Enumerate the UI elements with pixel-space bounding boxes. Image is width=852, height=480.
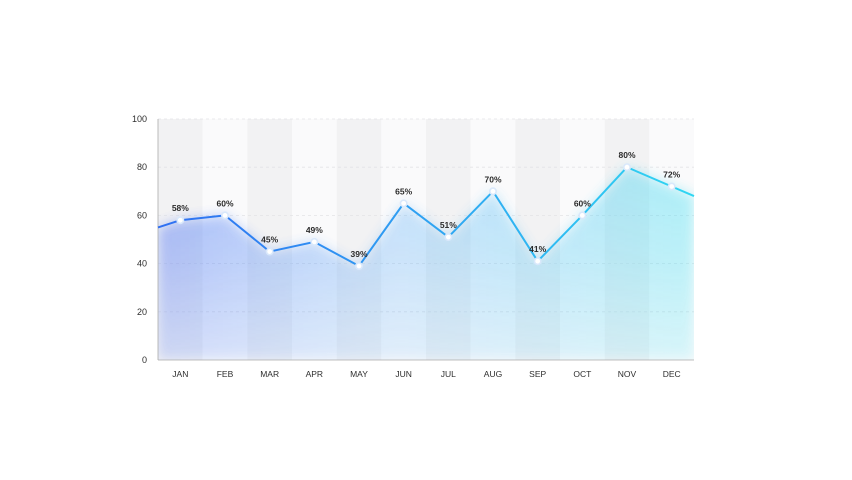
data-label-jun: 65% (395, 186, 412, 196)
x-tick-label-mar: MAR (260, 369, 279, 379)
series-line (157, 166, 695, 268)
x-tick-label-aug: AUG (484, 369, 502, 379)
data-point-feb[interactable] (221, 211, 230, 220)
data-point-jan[interactable] (176, 216, 185, 225)
y-tick-label: 20 (137, 307, 147, 317)
data-points (176, 163, 676, 271)
x-axis-labels: JAN FEB MAR APR MAY JUN JUL AUG SEP OCT NOV DEC (172, 369, 680, 379)
data-point-sep[interactable] (533, 257, 542, 266)
data-label-mar: 45% (261, 235, 278, 245)
data-label-dec: 72% (663, 169, 680, 179)
y-tick-label: 0 (142, 355, 147, 365)
y-tick-label: 60 (137, 210, 147, 220)
data-point-oct[interactable] (578, 211, 587, 220)
data-label-feb: 60% (216, 198, 233, 208)
y-axis-ticks: 0 20 40 60 80 100 (132, 114, 147, 365)
data-label-may: 39% (350, 249, 367, 259)
data-label-jul: 51% (440, 220, 457, 230)
x-tick-label-nov: NOV (618, 369, 637, 379)
y-tick-label: 40 (137, 259, 147, 269)
data-label-aug: 70% (484, 174, 501, 184)
x-tick-label-dec: DEC (663, 369, 681, 379)
area-fill (158, 167, 694, 360)
data-point-nov[interactable] (622, 163, 631, 172)
data-point-aug[interactable] (488, 187, 497, 196)
x-tick-label-oct: OCT (573, 369, 591, 379)
data-point-jul[interactable] (444, 233, 453, 242)
data-label-sep: 41% (529, 244, 546, 254)
data-point-apr[interactable] (310, 237, 319, 246)
data-point-dec[interactable] (667, 182, 676, 191)
data-point-jun[interactable] (399, 199, 408, 208)
x-tick-label-jun: JUN (395, 369, 412, 379)
axes (157, 119, 694, 361)
data-labels: 58% 60% 45% 49% 39% 65% 51% 70% 41% 60% 80% 72% (172, 150, 681, 259)
x-tick-label-sep: SEP (529, 369, 546, 379)
y-tick-label: 100 (132, 114, 147, 124)
y-tick-label: 80 (137, 162, 147, 172)
x-tick-label-feb: FEB (217, 369, 234, 379)
area-fill (158, 167, 694, 360)
x-tick-label-may: MAY (350, 369, 368, 379)
data-label-oct: 60% (574, 198, 591, 208)
x-tick-label-apr: APR (306, 369, 323, 379)
data-point-may[interactable] (354, 262, 363, 271)
line-series (157, 166, 695, 268)
data-label-apr: 49% (306, 225, 323, 235)
data-label-nov: 80% (618, 150, 635, 160)
data-point-mar[interactable] (265, 247, 274, 256)
x-tick-label-jul: JUL (441, 369, 456, 379)
data-label-jan: 58% (172, 203, 189, 213)
x-tick-label-jan: JAN (172, 369, 188, 379)
